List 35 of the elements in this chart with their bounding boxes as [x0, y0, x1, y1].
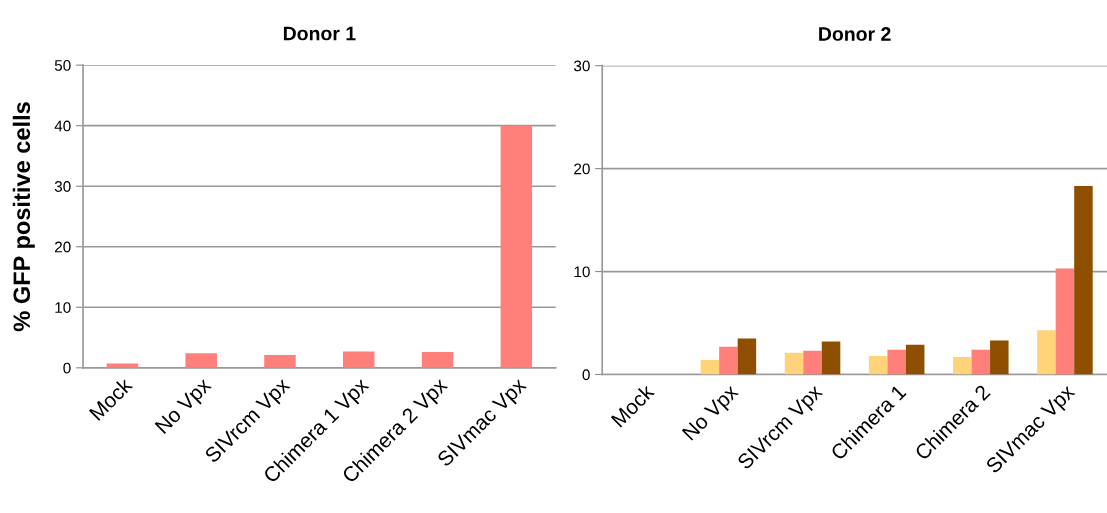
chart-title: Donor 2 [819, 27, 891, 41]
bar [1055, 268, 1075, 375]
bar [784, 352, 804, 375]
y-tick-label: 30 [54, 181, 71, 192]
bar [803, 350, 822, 375]
bar [821, 341, 841, 375]
bar [905, 344, 925, 375]
y-tick-label: 0 [63, 362, 71, 374]
x-tick-label: No Vpx [154, 376, 215, 437]
bar [500, 125, 533, 368]
y-tick-label: 20 [55, 241, 71, 253]
bar [990, 340, 1009, 375]
bar [185, 353, 217, 368]
bar [1074, 186, 1093, 375]
y-tick-label: 30 [573, 60, 590, 72]
y-tick-label: 10 [574, 266, 590, 278]
y-tick-label: 50 [54, 60, 71, 71]
bar [1037, 330, 1056, 375]
y-tick-label: 10 [55, 302, 71, 313]
bar [953, 356, 972, 375]
bar [887, 349, 906, 375]
y-tick-label: 20 [574, 163, 590, 175]
bar [868, 355, 888, 375]
y-tick-label: 40 [54, 120, 71, 132]
chart-title: Donor 1 [283, 26, 356, 41]
y-tick-label: 0 [582, 369, 590, 381]
bar [737, 338, 757, 375]
y-axis-title: % GFP positive cells [12, 102, 35, 332]
bar [421, 352, 454, 368]
bar [343, 351, 375, 368]
bar [971, 349, 991, 375]
bar [264, 355, 296, 368]
x-tick-label: No Vpx [681, 383, 742, 444]
bar [700, 360, 720, 375]
bar [719, 346, 738, 375]
